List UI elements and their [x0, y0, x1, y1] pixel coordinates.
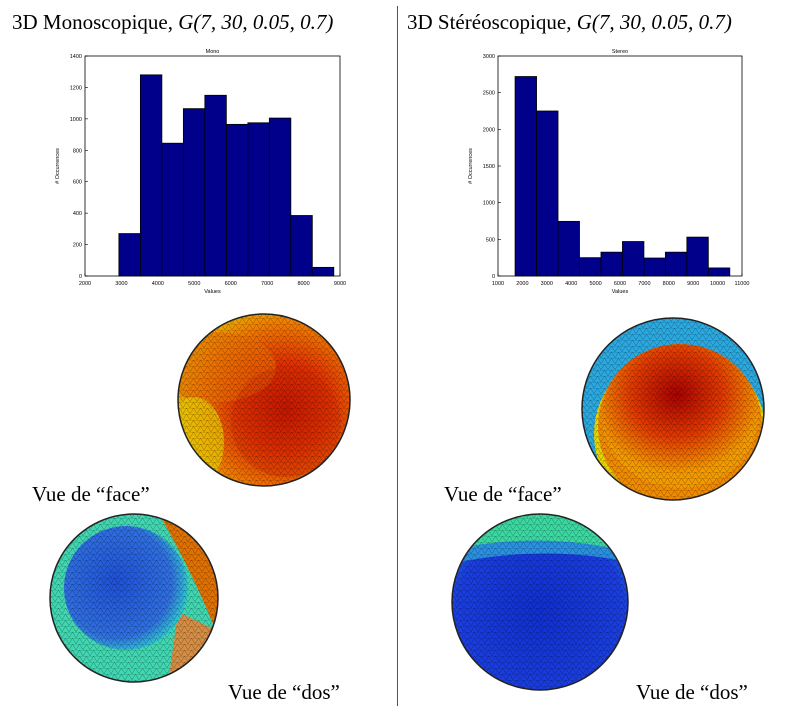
mono-y-tick-label: 1400	[70, 54, 82, 60]
mono-heading: 3D Monoscopique, G(7, 30, 0.05, 0.7)	[12, 10, 333, 35]
stereo-chart-title: Stereo	[612, 49, 628, 55]
stereo-x-tick-label: 8000	[663, 281, 675, 287]
mono-bar	[204, 94, 227, 277]
mono-heading-formula: G(7, 30, 0.05, 0.7)	[178, 10, 334, 34]
mono-x-tick-label: 9000	[334, 281, 346, 287]
mono-chart-title: Mono	[206, 49, 220, 55]
mono-bar	[139, 74, 163, 277]
stereo-caption-face: Vue de “face”	[444, 482, 562, 506]
stereo-bar	[579, 257, 602, 277]
mono-x-tick-label: 3000	[115, 281, 127, 287]
mono-x-tick-label: 5000	[188, 281, 200, 287]
stereo-front-sphere	[581, 317, 765, 501]
mono-x-tick-label: 2000	[79, 281, 91, 287]
stereo-x-tick-label: 11000	[735, 281, 750, 287]
mono-x-axis-label: Values	[204, 289, 221, 295]
stereo-y-tick-label: 500	[486, 237, 495, 243]
mono-x-tick-label: 7000	[261, 281, 273, 287]
stereo-bar	[643, 257, 666, 277]
mono-back-sphere	[49, 513, 219, 683]
mono-heading-prefix: 3D Monoscopique,	[12, 10, 179, 34]
stereo-y-tick-label: 2500	[483, 91, 495, 97]
stereo-y-tick-label: 1500	[483, 164, 495, 170]
stereo-x-tick-label: 3000	[541, 281, 553, 287]
mono-y-tick-label: 200	[73, 243, 82, 249]
mono-bar	[225, 123, 249, 277]
panel-divider	[397, 6, 398, 706]
stereo-heading: 3D Stéréoscopique, G(7, 30, 0.05, 0.7)	[407, 10, 732, 35]
mono-bar	[161, 142, 184, 277]
stereo-x-tick-label: 4000	[565, 281, 577, 287]
mono-bar	[290, 215, 313, 277]
stereo-y-tick-label: 1000	[483, 201, 495, 207]
mono-bar	[118, 233, 141, 277]
mono-x-tick-label: 4000	[152, 281, 164, 287]
mono-bar	[247, 122, 270, 277]
mono-histogram: 2000 3000 4000 5000 6000 7000 8000 9000 0 200 400 6…	[55, 49, 346, 295]
stereo-heading-prefix: 3D Stéréoscopique,	[407, 10, 577, 34]
stereo-x-tick-label: 5000	[589, 281, 601, 287]
stereo-panel: 3D Stéréoscopique, G(7, 30, 0.05, 0.7) 1…	[398, 0, 796, 706]
stereo-bar	[622, 241, 645, 277]
stereo-bar	[514, 76, 537, 277]
stereo-x-tick-label: 7000	[638, 281, 650, 287]
stereo-back-sphere	[451, 513, 629, 691]
mono-y-axis-label: # Occurrences	[55, 148, 61, 184]
stereo-x-tick-label: 10000	[710, 281, 725, 287]
mono-bar	[268, 117, 292, 277]
stereo-x-tick-label: 1000	[492, 281, 504, 287]
stereo-x-axis-label: Values	[612, 289, 629, 295]
mono-front-sphere	[177, 313, 351, 487]
stereo-bar	[707, 267, 731, 277]
stereo-y-axis-label: # Occurrences	[468, 148, 474, 184]
stereo-y-tick-label: 0	[492, 274, 495, 280]
mono-y-tick-label: 400	[73, 211, 82, 217]
mono-x-tick-label: 6000	[225, 281, 237, 287]
stereo-bar	[557, 220, 580, 277]
mono-caption-dos: Vue de “dos”	[228, 680, 340, 704]
mono-caption-face: Vue de “face”	[32, 482, 150, 506]
mono-x-tick-label: 8000	[297, 281, 309, 287]
stereo-x-tick-label: 9000	[687, 281, 699, 287]
stereo-x-tick-label: 2000	[516, 281, 528, 287]
stereo-y-tick-label: 2000	[483, 127, 495, 133]
stereo-y-tick-label: 3000	[483, 54, 495, 60]
stereo-x-tick-label: 6000	[614, 281, 626, 287]
mono-y-tick-label: 0	[79, 274, 82, 280]
stereo-heading-formula: G(7, 30, 0.05, 0.7)	[576, 10, 732, 34]
mono-y-tick-label: 1200	[70, 85, 82, 91]
stereo-bar	[536, 110, 559, 277]
stereo-bar	[600, 251, 623, 277]
mono-panel: 3D Monoscopique, G(7, 30, 0.05, 0.7) 200…	[12, 10, 351, 704]
mono-bar	[182, 108, 206, 277]
stereo-caption-dos: Vue de “dos”	[636, 680, 748, 704]
stereo-bar	[686, 236, 709, 277]
stereo-bar	[664, 251, 688, 277]
stereo-histogram: 1000 2000 3000 4000 5000 6000 7000 8000 9000 1000…	[468, 49, 750, 295]
mono-bar	[311, 266, 335, 277]
mono-y-tick-label: 1000	[70, 117, 82, 123]
mono-y-tick-label: 600	[73, 180, 82, 186]
mono-y-tick-label: 800	[73, 148, 82, 154]
